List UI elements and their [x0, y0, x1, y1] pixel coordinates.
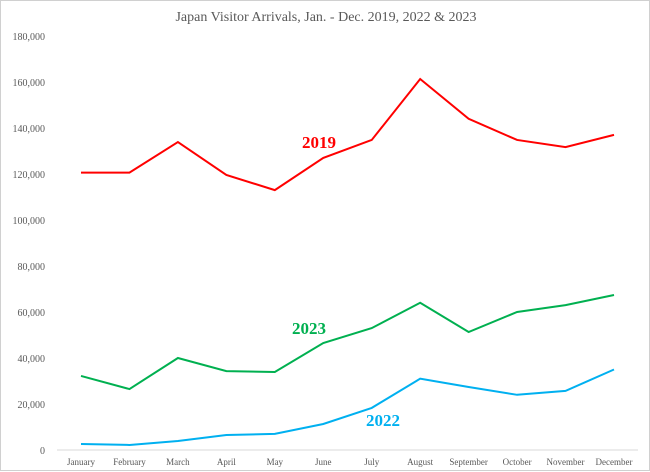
x-tick-label: September [449, 457, 488, 467]
series-label-2023: 2023 [292, 319, 326, 338]
y-tick-label: 140,000 [13, 124, 46, 135]
x-tick-label: December [596, 457, 633, 467]
x-tick-label: June [315, 457, 332, 467]
series-line-2019 [81, 79, 614, 190]
x-tick-label: March [166, 457, 190, 467]
series-line-2023 [81, 295, 614, 389]
y-tick-label: 80,000 [18, 262, 46, 273]
x-tick-label: April [217, 457, 236, 467]
x-tick-label: October [503, 457, 532, 467]
x-tick-label: August [407, 457, 434, 467]
y-tick-label: 40,000 [18, 354, 46, 365]
y-tick-label: 180,000 [13, 32, 46, 43]
x-tick-label: July [364, 457, 380, 467]
y-tick-label: 60,000 [18, 308, 46, 319]
series-line-2022 [81, 370, 614, 445]
x-tick-label: November [547, 457, 585, 467]
y-tick-label: 20,000 [18, 400, 46, 411]
y-tick-label: 120,000 [13, 170, 46, 181]
x-tick-label: January [67, 457, 95, 467]
series-label-2019: 2019 [302, 133, 336, 152]
chart-title: Japan Visitor Arrivals, Jan. - Dec. 2019… [175, 10, 476, 25]
y-tick-label: 0 [40, 446, 45, 457]
series-label-2022: 2022 [366, 411, 400, 430]
y-tick-label: 160,000 [13, 78, 46, 89]
x-tick-label: May [267, 457, 284, 467]
y-tick-label: 100,000 [13, 216, 46, 227]
x-tick-label: February [113, 457, 146, 467]
